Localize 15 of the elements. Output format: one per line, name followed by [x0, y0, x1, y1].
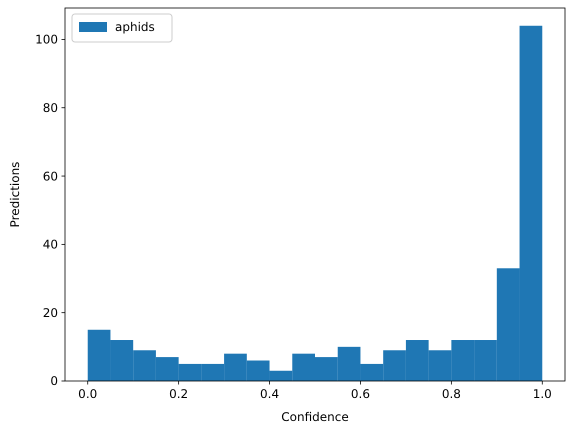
- x-tick-label: 0.6: [350, 387, 370, 401]
- y-tick-label: 60: [42, 169, 58, 184]
- x-tick-label: 0.0: [78, 387, 98, 401]
- y-tick-label: 20: [42, 306, 58, 320]
- x-tick-label: 0.4: [260, 387, 280, 401]
- y-tick-label: 100: [35, 32, 58, 47]
- x-tick-label: 1.0: [532, 387, 552, 401]
- y-tick-label: 0: [50, 374, 58, 388]
- x-tick-label: 0.2: [169, 387, 188, 401]
- y-tick-label: 40: [42, 238, 58, 252]
- legend-label: aphids: [115, 20, 155, 34]
- y-tick-label: 80: [42, 100, 58, 115]
- x-axis-title: Confidence: [281, 410, 349, 424]
- y-axis-title: Predictions: [8, 162, 22, 228]
- x-tick-label: 0.8: [442, 387, 461, 401]
